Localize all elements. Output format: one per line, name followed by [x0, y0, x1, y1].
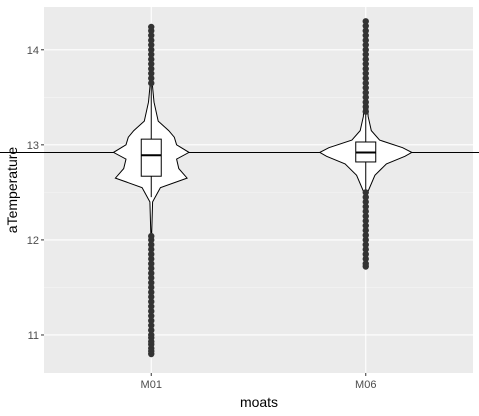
outlier-point: [362, 75, 369, 82]
outlier-point: [148, 255, 155, 263]
outlier-point: [148, 65, 155, 73]
outlier-point: [148, 298, 155, 305]
outlier-point: [148, 23, 155, 31]
outlier-points: [148, 18, 369, 358]
outlier-point: [148, 303, 155, 310]
outlier-point: [362, 84, 369, 92]
outlier-point: [148, 37, 155, 44]
outlier-point: [362, 208, 369, 215]
outlier-point: [148, 75, 155, 82]
outlier-point: [148, 279, 155, 286]
y-axis-title: aTemperature: [4, 147, 20, 234]
outlier-point: [362, 251, 369, 258]
outlier-point: [148, 51, 155, 58]
outlier-point: [362, 98, 369, 106]
outlier-point: [362, 246, 369, 253]
outlier-point: [362, 89, 369, 96]
outlier-point: [362, 255, 369, 263]
outlier-point: [362, 22, 369, 30]
outlier-point: [362, 222, 369, 229]
outlier-point: [362, 212, 369, 220]
outlier-point: [148, 260, 155, 267]
outlier-point: [148, 60, 155, 68]
outlier-point: [148, 270, 155, 277]
outlier-point: [362, 18, 369, 25]
outlier-point: [362, 65, 369, 73]
outlier-point: [362, 198, 369, 206]
outlier-point: [148, 293, 155, 301]
outlier-point: [148, 274, 155, 282]
outlier-point: [148, 322, 155, 329]
outlier-point: [362, 79, 369, 87]
y-tick-label: 13: [27, 140, 39, 152]
outlier-point: [362, 37, 369, 44]
outlier-point: [148, 41, 155, 49]
outlier-point: [148, 312, 155, 320]
outlier-point: [362, 32, 369, 39]
x-tick-label: M01: [141, 379, 162, 391]
y-tick-label: 12: [27, 235, 39, 247]
outlier-point: [148, 32, 155, 39]
y-tick-label: 11: [28, 330, 39, 342]
boxplots: [140, 83, 377, 198]
x-axis-ticks: M01 M06: [141, 373, 376, 391]
y-axis-ticks: 11 12 13 14: [27, 45, 44, 342]
outlier-point: [148, 317, 155, 324]
outlier-point: [148, 331, 155, 339]
outlier-point: [362, 108, 369, 115]
outlier-point: [148, 46, 155, 53]
outlier-point: [362, 70, 369, 77]
outlier-point: [362, 103, 369, 111]
outlier-point: [362, 60, 369, 68]
outlier-point: [362, 241, 369, 248]
outlier-point: [362, 193, 369, 201]
outlier-point: [148, 79, 155, 87]
outlier-point: [362, 94, 369, 101]
outlier-point: [362, 189, 369, 196]
outlier-point: [148, 251, 155, 258]
outlier-point: [362, 203, 369, 210]
outlier-point: [362, 236, 369, 244]
outlier-point: [362, 260, 369, 267]
outlier-point: [362, 232, 369, 239]
plot-panel: [44, 7, 473, 373]
outlier-point: [148, 56, 155, 63]
outlier-point: [362, 46, 369, 53]
outlier-point: [148, 265, 155, 272]
outlier-point: [362, 56, 369, 63]
outlier-point: [362, 227, 369, 234]
outlier-point: [148, 308, 155, 315]
outlier-point: [148, 284, 155, 291]
outlier-point: [148, 289, 155, 296]
outlier-point: [148, 246, 155, 253]
outlier-point: [362, 217, 369, 225]
x-axis-title: moats: [240, 394, 278, 410]
outlier-point: [148, 241, 155, 248]
outlier-point: [148, 70, 155, 77]
outlier-point: [362, 27, 369, 34]
outlier-point: [362, 41, 369, 49]
outlier-point: [148, 232, 155, 240]
y-tick-label: 14: [27, 45, 39, 57]
outlier-point: [148, 327, 155, 334]
box-M01: [140, 138, 162, 177]
outlier-point: [362, 51, 369, 58]
x-tick-label: M06: [355, 379, 376, 391]
